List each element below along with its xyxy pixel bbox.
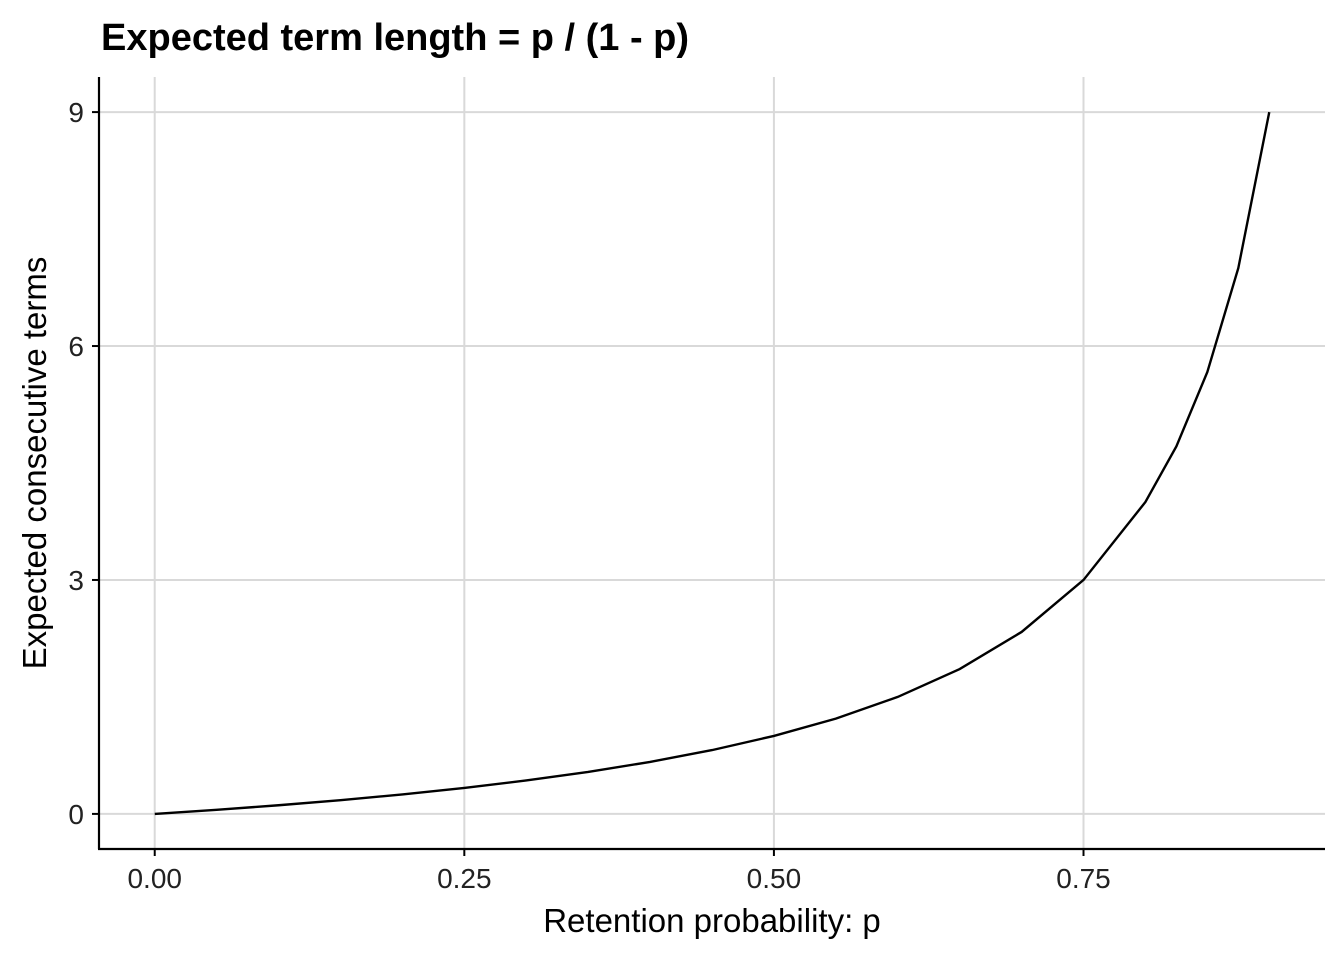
y-tick-label: 3 bbox=[68, 565, 84, 596]
y-tick-label: 0 bbox=[68, 799, 84, 830]
x-axis-title: Retention probability: p bbox=[543, 902, 881, 939]
tick-layer: 0.00 0.25 0.50 0.75 0 3 6 9 bbox=[68, 97, 1110, 894]
series-layer bbox=[154, 111, 1271, 816]
chart-title: Expected term length = p / (1 - p) bbox=[101, 17, 689, 59]
y-tick-label: 9 bbox=[68, 97, 84, 128]
grid-layer bbox=[100, 77, 1325, 848]
y-axis-title: Expected consecutive terms bbox=[16, 257, 53, 670]
y-tick-label: 6 bbox=[68, 331, 84, 362]
x-tick-label: 0.75 bbox=[1056, 863, 1111, 894]
x-tick-label: 0.00 bbox=[127, 863, 182, 894]
series-line bbox=[154, 111, 1271, 816]
x-tick-label: 0.50 bbox=[747, 863, 802, 894]
axis-layer bbox=[97, 77, 1325, 851]
x-tick-label: 0.25 bbox=[437, 863, 492, 894]
